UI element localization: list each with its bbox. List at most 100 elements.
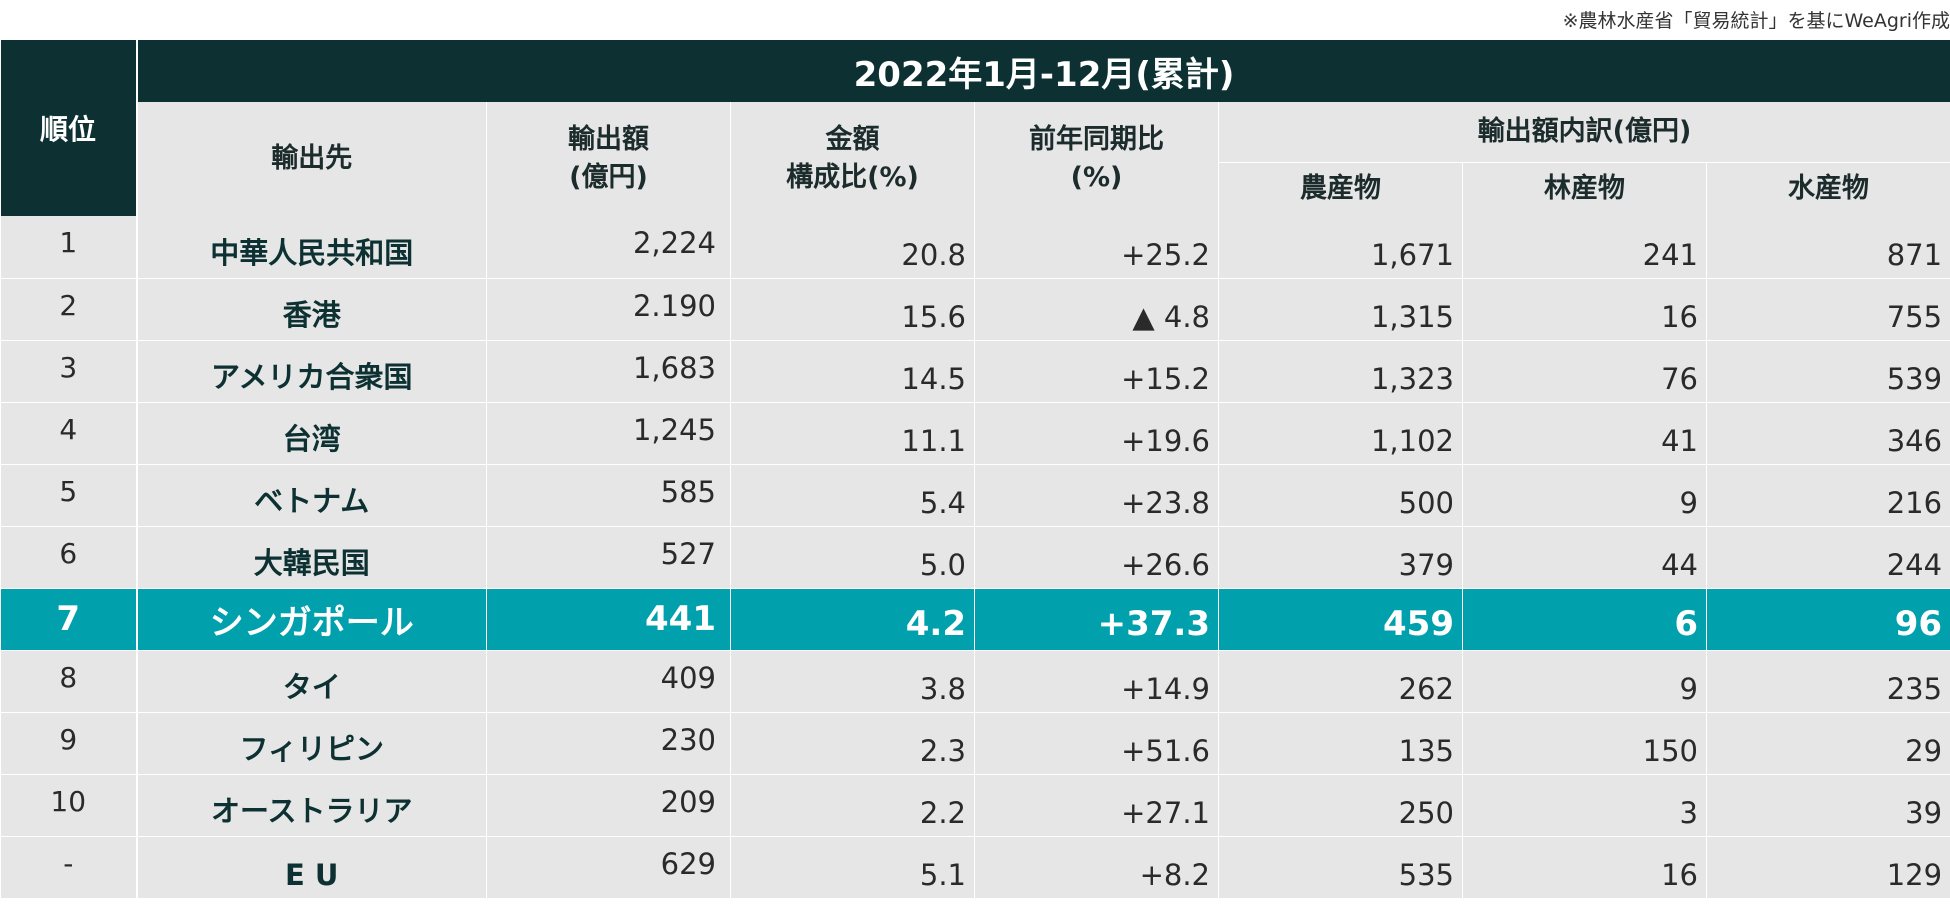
- agri-cell: 1,323: [1218, 340, 1463, 403]
- rank-cell: 8: [0, 650, 138, 713]
- yoy-cell: ▲ 4.8: [974, 278, 1219, 341]
- agri-cell: 250: [1218, 774, 1463, 837]
- forest-cell: 76: [1462, 340, 1707, 403]
- forest-cell: 41: [1462, 402, 1707, 465]
- header-destination: 輸出先: [136, 102, 487, 216]
- agri-cell: 135: [1218, 712, 1463, 775]
- destination-cell: 台湾: [136, 402, 487, 465]
- table-row: - E U 629 5.1 +8.2 535 16 129: [0, 836, 1950, 899]
- header-yoy-line2: (%): [1070, 162, 1123, 193]
- share-cell: 2.3: [730, 712, 975, 775]
- table-row: 5 ベトナム 585 5.4 +23.8 500 9 216: [0, 464, 1950, 527]
- yoy-cell: +25.2: [974, 216, 1219, 279]
- share-cell: 15.6: [730, 278, 975, 341]
- share-cell: 5.1: [730, 836, 975, 899]
- fish-cell: 216: [1705, 464, 1950, 527]
- header-destination-label: 輸出先: [271, 143, 353, 174]
- share-cell: 20.8: [730, 216, 975, 279]
- forest-cell: 9: [1462, 464, 1707, 527]
- agri-cell: 262: [1218, 650, 1463, 713]
- export-value-cell: 409: [486, 650, 731, 713]
- export-value-cell: 230: [486, 712, 731, 775]
- export-value-cell: 629: [486, 836, 731, 899]
- forest-cell: 9: [1462, 650, 1707, 713]
- fish-cell: 346: [1705, 402, 1950, 465]
- export-value-cell: 1,683: [486, 340, 731, 403]
- rank-cell: -: [0, 836, 138, 899]
- yoy-cell: +51.6: [974, 712, 1219, 775]
- agri-cell: 459: [1218, 588, 1463, 651]
- rank-cell: 10: [0, 774, 138, 837]
- fish-cell: 235: [1705, 650, 1950, 713]
- header-yoy: 前年同期比 (%): [974, 102, 1219, 216]
- table-row: 9 フィリピン 230 2.3 +51.6 135 150 29: [0, 712, 1950, 775]
- forest-cell: 6: [1462, 588, 1707, 651]
- yoy-cell: +8.2: [974, 836, 1219, 899]
- share-cell: 4.2: [730, 588, 975, 651]
- agri-cell: 1,102: [1218, 402, 1463, 465]
- rank-cell: 9: [0, 712, 138, 775]
- yoy-cell: +14.9: [974, 650, 1219, 713]
- share-cell: 2.2: [730, 774, 975, 837]
- agri-cell: 379: [1218, 526, 1463, 589]
- rank-cell: 5: [0, 464, 138, 527]
- destination-cell: オーストラリア: [136, 774, 487, 837]
- fish-cell: 539: [1705, 340, 1950, 403]
- rank-cell: 2: [0, 278, 138, 341]
- share-cell: 5.4: [730, 464, 975, 527]
- source-note: ※農林水産省「貿易統計」を基にWeAgri作成: [1562, 10, 1950, 32]
- header-share-line2: 構成比(%): [786, 162, 919, 193]
- share-cell: 14.5: [730, 340, 975, 403]
- table-row-highlighted: 7 シンガポール 441 4.2 +37.3 459 6 96: [0, 588, 1950, 651]
- header-share: 金額 構成比(%): [730, 102, 975, 216]
- table-row: 4 台湾 1,245 11.1 +19.6 1,102 41 346: [0, 402, 1950, 465]
- forest-cell: 16: [1462, 836, 1707, 899]
- destination-cell: 香港: [136, 278, 487, 341]
- export-value-cell: 1,245: [486, 402, 731, 465]
- fish-cell: 29: [1705, 712, 1950, 775]
- rank-cell: 7: [0, 588, 138, 651]
- export-value-cell: 441: [486, 588, 731, 651]
- agri-cell: 535: [1218, 836, 1463, 899]
- forest-cell: 44: [1462, 526, 1707, 589]
- destination-cell: タイ: [136, 650, 487, 713]
- rank-cell: 3: [0, 340, 138, 403]
- agri-cell: 1,315: [1218, 278, 1463, 341]
- table-row: 6 大韓民国 527 5.0 +26.6 379 44 244: [0, 526, 1950, 589]
- header-export-value-line2: (億円): [569, 162, 648, 193]
- yoy-cell: +27.1: [974, 774, 1219, 837]
- fish-cell: 39: [1705, 774, 1950, 837]
- table-row: 10 オーストラリア 209 2.2 +27.1 250 3 39: [0, 774, 1950, 837]
- yoy-cell: +26.6: [974, 526, 1219, 589]
- yoy-cell: +19.6: [974, 402, 1219, 465]
- table-row: 2 香港 2.190 15.6 ▲ 4.8 1,315 16 755: [0, 278, 1950, 341]
- export-value-cell: 527: [486, 526, 731, 589]
- yoy-cell: +15.2: [974, 340, 1219, 403]
- export-value-cell: 2,224: [486, 216, 731, 279]
- header-share-line1: 金額: [825, 124, 880, 155]
- destination-cell: シンガポール: [136, 588, 487, 651]
- yoy-cell: +37.3: [974, 588, 1219, 651]
- table-row: 8 タイ 409 3.8 +14.9 262 9 235: [0, 650, 1950, 713]
- header-period: 2022年1月-12月(累計): [136, 40, 1950, 102]
- destination-cell: 中華人民共和国: [136, 216, 487, 279]
- destination-cell: アメリカ合衆国: [136, 340, 487, 403]
- forest-cell: 150: [1462, 712, 1707, 775]
- destination-cell: E U: [136, 836, 487, 899]
- destination-cell: フィリピン: [136, 712, 487, 775]
- fish-cell: 755: [1705, 278, 1950, 341]
- destination-cell: 大韓民国: [136, 526, 487, 589]
- header-breakdown: 輸出額内訳(億円): [1217, 102, 1950, 163]
- fish-cell: 871: [1705, 216, 1950, 279]
- agri-cell: 1,671: [1218, 216, 1463, 279]
- header-yoy-line1: 前年同期比: [1029, 124, 1164, 155]
- share-cell: 3.8: [730, 650, 975, 713]
- header-export-value: 輸出額 (億円): [486, 102, 731, 216]
- fish-cell: 129: [1705, 836, 1950, 899]
- yoy-cell: +23.8: [974, 464, 1219, 527]
- header-fish: 水産物: [1705, 162, 1950, 216]
- header-forest: 林産物: [1462, 162, 1707, 216]
- table-row: 1 中華人民共和国 2,224 20.8 +25.2 1,671 241 871: [0, 216, 1950, 279]
- fish-cell: 96: [1705, 588, 1950, 651]
- header-export-value-line1: 輸出額: [568, 124, 649, 155]
